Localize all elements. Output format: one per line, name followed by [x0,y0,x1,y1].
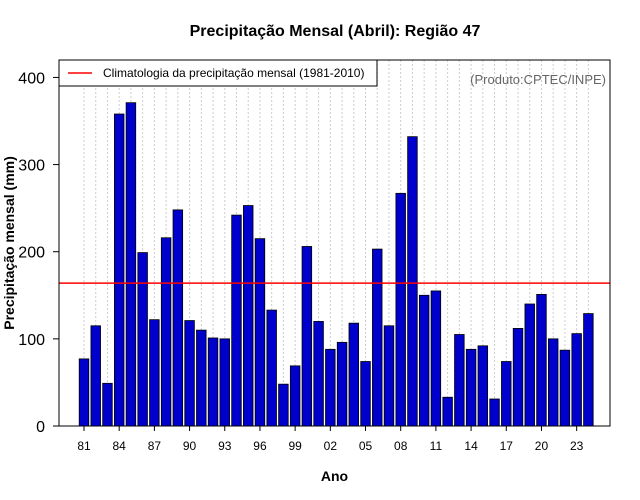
bar-1985 [125,102,137,427]
bar-1986 [137,252,148,427]
grid-lines [83,60,589,426]
bars-group [78,102,594,427]
legend-box [58,59,378,87]
bar-1982 [90,325,101,427]
bar-2010 [418,294,430,427]
y-axis: 0 100 200 300 400 [18,70,59,436]
bar-2014 [465,348,477,427]
bar-2009 [407,136,418,427]
bar-1991 [196,329,207,427]
bar-2023 [571,333,582,427]
bar-1999 [289,365,301,427]
x-tick-label: 93 [218,439,232,453]
x-tick-label: 20 [535,439,549,453]
bar-1993 [219,338,230,427]
bar-2015 [477,345,489,427]
source-annotation: (Produto:CPTEC/INPE) [470,72,606,87]
bar-1992 [207,337,219,427]
x-tick-label: 87 [148,439,162,453]
bar-2024 [583,313,594,427]
bar-1990 [184,320,195,427]
bar-1995 [243,205,254,427]
x-tick-label: 84 [113,439,127,453]
y-axis-label: Precipitação mensal (mm) [1,156,17,330]
x-axis: 81 84 87 90 93 96 99 02 05 08 11 14 17 20 23 [77,426,584,453]
bar-2003 [336,341,348,427]
bar-2018 [512,327,524,427]
x-axis-label: Ano [321,468,348,484]
bar-2008 [395,192,406,427]
legend: Climatologia da precipitação mensal (198… [58,59,378,87]
x-tick-label: 05 [359,439,373,453]
bar-1988 [160,237,172,427]
bar-2021 [548,338,559,427]
y-tick-label: 400 [18,70,45,87]
bar-2012 [442,396,453,427]
bar-1987 [149,319,160,427]
legend-label: Climatologia da precipitação mensal (198… [103,66,364,80]
y-tick-label: 100 [18,332,45,349]
bar-2019 [524,303,535,427]
bar-2006 [372,248,383,427]
bar-1998 [278,383,289,427]
bar-1996 [254,238,266,427]
bar-2011 [430,290,442,427]
x-tick-label: 23 [570,439,584,453]
y-tick-label: 0 [36,419,45,436]
bar-1989 [172,209,184,427]
x-tick-label: 90 [183,439,197,453]
bar-2016 [489,398,500,427]
bar-1984 [113,113,125,427]
bar-2002 [325,348,336,427]
x-tick-label: 81 [77,439,91,453]
x-tick-label: 17 [500,439,514,453]
chart-title: Precipitação Mensal (Abril): Região 47 [190,23,481,40]
x-tick-label: 14 [464,439,478,453]
bar-1983 [102,382,113,427]
bar-2007 [383,325,395,427]
bar-1981 [78,358,90,427]
bar-2000 [301,246,313,427]
bar-2022 [559,349,571,427]
bar-2005 [360,361,371,427]
y-tick-label: 200 [18,245,45,262]
bar-1997 [266,309,277,427]
x-tick-label: 99 [288,439,302,453]
x-tick-label: 08 [394,439,408,453]
x-tick-label: 96 [253,439,267,453]
bar-2020 [536,294,547,427]
bar-2001 [313,321,324,427]
x-tick-label: 11 [430,439,443,453]
bar-2013 [454,334,465,427]
bar-2017 [501,361,512,427]
y-tick-label: 300 [18,158,45,175]
x-tick-label: 02 [324,439,338,453]
bar-1994 [231,214,242,427]
bar-2004 [348,322,359,427]
